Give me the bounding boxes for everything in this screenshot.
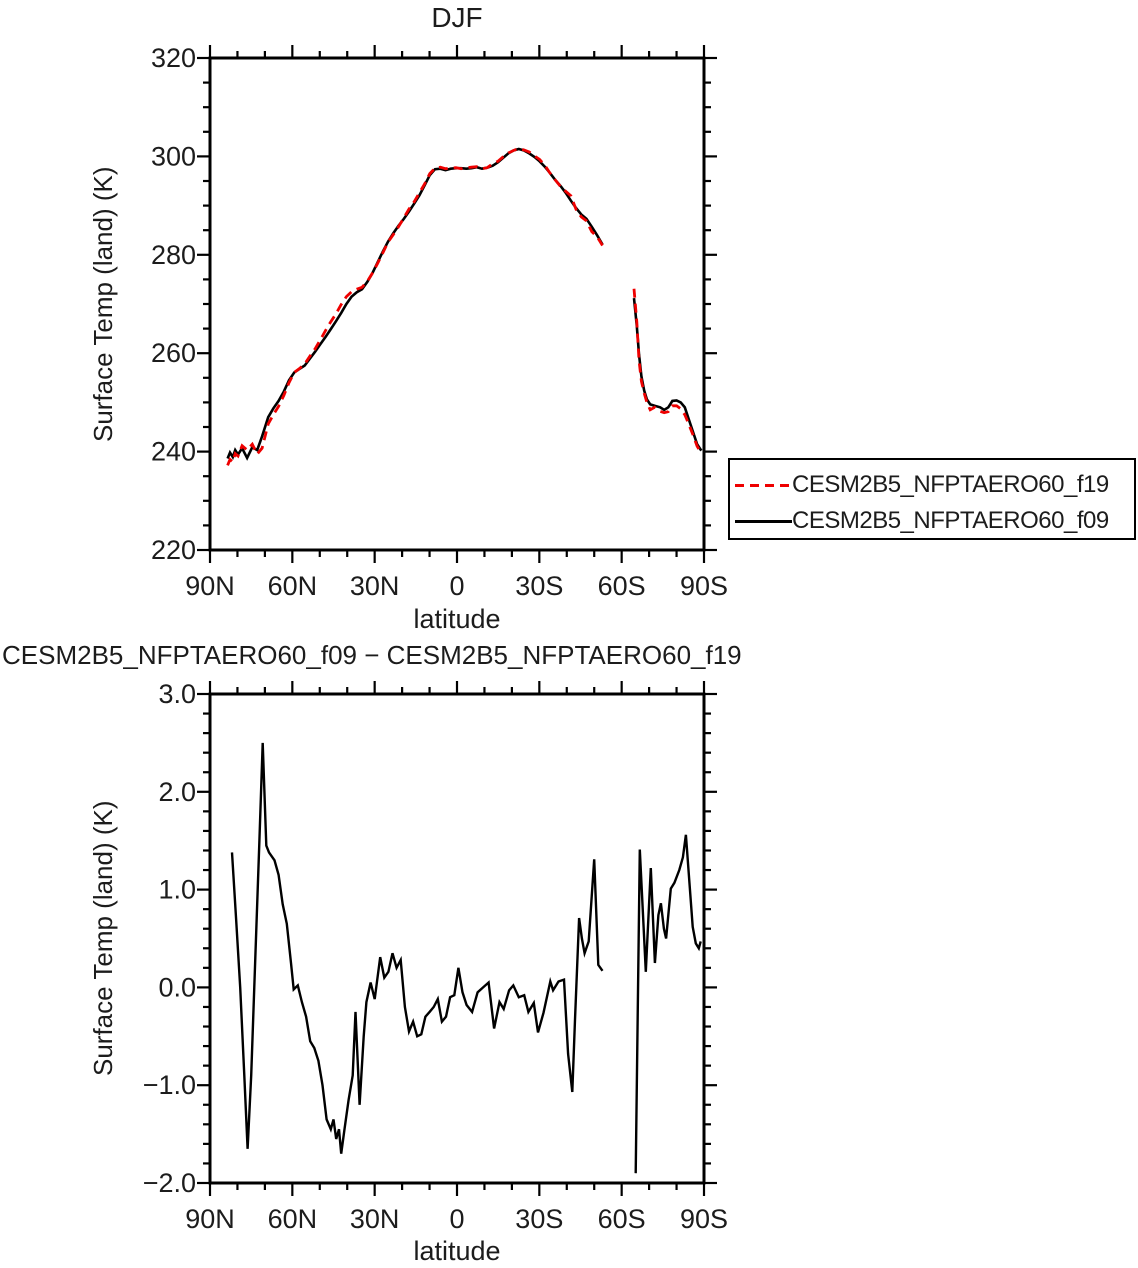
bottom-chart-title: CESM2B5_NFPTAERO60_f09 − CESM2B5_NFPTAER… xyxy=(2,640,742,670)
x-tick-label: 0 xyxy=(449,571,464,601)
x-tick-label: 90S xyxy=(680,1204,728,1234)
x-tick-label: 90S xyxy=(680,571,728,601)
x-tick-label: 90N xyxy=(185,571,235,601)
plot-frame xyxy=(208,692,706,1185)
panel-surface-temp-djf: 90N 60N 30N 0 30S 60S 90S 220 240 260 280 300 320 xyxy=(151,43,728,601)
y-tick-label: 240 xyxy=(151,437,196,467)
y-tick-label: 320 xyxy=(151,43,196,73)
bottom-y-axis-label: Surface Temp (land) (K) xyxy=(88,800,118,1077)
y-tick-label: −2.0 xyxy=(143,1168,196,1198)
y-tick-label: 220 xyxy=(151,535,196,565)
top-x-axis-label: latitude xyxy=(413,604,501,634)
legend-label-f19: CESM2B5_NFPTAERO60_f19 xyxy=(792,471,1109,498)
y-tick-label: 280 xyxy=(151,240,196,270)
x-tick-label: 90N xyxy=(185,1204,235,1234)
y-tick-label: −1.0 xyxy=(143,1070,196,1100)
y-tick-label: 1.0 xyxy=(158,875,196,905)
legend-label-f09: CESM2B5_NFPTAERO60_f09 xyxy=(792,507,1109,534)
bottom-x-axis-label: latitude xyxy=(413,1236,501,1266)
series-path-f09-minus-f19 xyxy=(230,742,604,1154)
series-path-CESM2B5_NFPTAERO60_f19 xyxy=(632,288,703,454)
x-tick-label: 30N xyxy=(350,1204,400,1234)
x-tick-label: 30S xyxy=(515,1204,563,1234)
x-tick-label: 60N xyxy=(268,571,318,601)
y-tick-label: 3.0 xyxy=(158,679,196,709)
y-tick-label: 2.0 xyxy=(158,777,196,807)
series-path-CESM2B5_NFPTAERO60_f09 xyxy=(226,147,604,461)
y-tick-label: 300 xyxy=(151,141,196,171)
x-tick-label: 60N xyxy=(268,1204,318,1234)
legend-entry-f09: CESM2B5_NFPTAERO60_f09 xyxy=(735,507,1109,535)
y-tick-label: 0.0 xyxy=(158,972,196,1002)
legend-solid-black-line-icon xyxy=(735,519,792,523)
panel-difference: 90N 60N 30N 0 30S 60S 90S 3.0 2.0 1.0 0.0 −1.0 −2.0 xyxy=(143,679,728,1234)
series-path-CESM2B5_NFPTAERO60_f19 xyxy=(226,147,604,466)
series-path-CESM2B5_NFPTAERO60_f09 xyxy=(632,297,703,452)
legend-dashed-red-line-icon xyxy=(735,483,792,487)
x-tick-label: 60S xyxy=(598,1204,646,1234)
top-y-axis-label: Surface Temp (land) (K) xyxy=(88,166,118,442)
top-chart-title: DJF xyxy=(431,2,483,33)
x-tick-label: 30S xyxy=(515,571,563,601)
plot-frame xyxy=(208,56,706,552)
legend-entry-f19: CESM2B5_NFPTAERO60_f19 xyxy=(735,471,1109,499)
x-tick-label: 0 xyxy=(449,1204,464,1234)
series-path-f09-minus-f19 xyxy=(634,834,702,1174)
x-tick-label: 30N xyxy=(350,571,400,601)
legend: CESM2B5_NFPTAERO60_f19 CESM2B5_NFPTAERO6… xyxy=(728,458,1136,540)
x-tick-label: 60S xyxy=(598,571,646,601)
y-tick-label: 260 xyxy=(151,338,196,368)
